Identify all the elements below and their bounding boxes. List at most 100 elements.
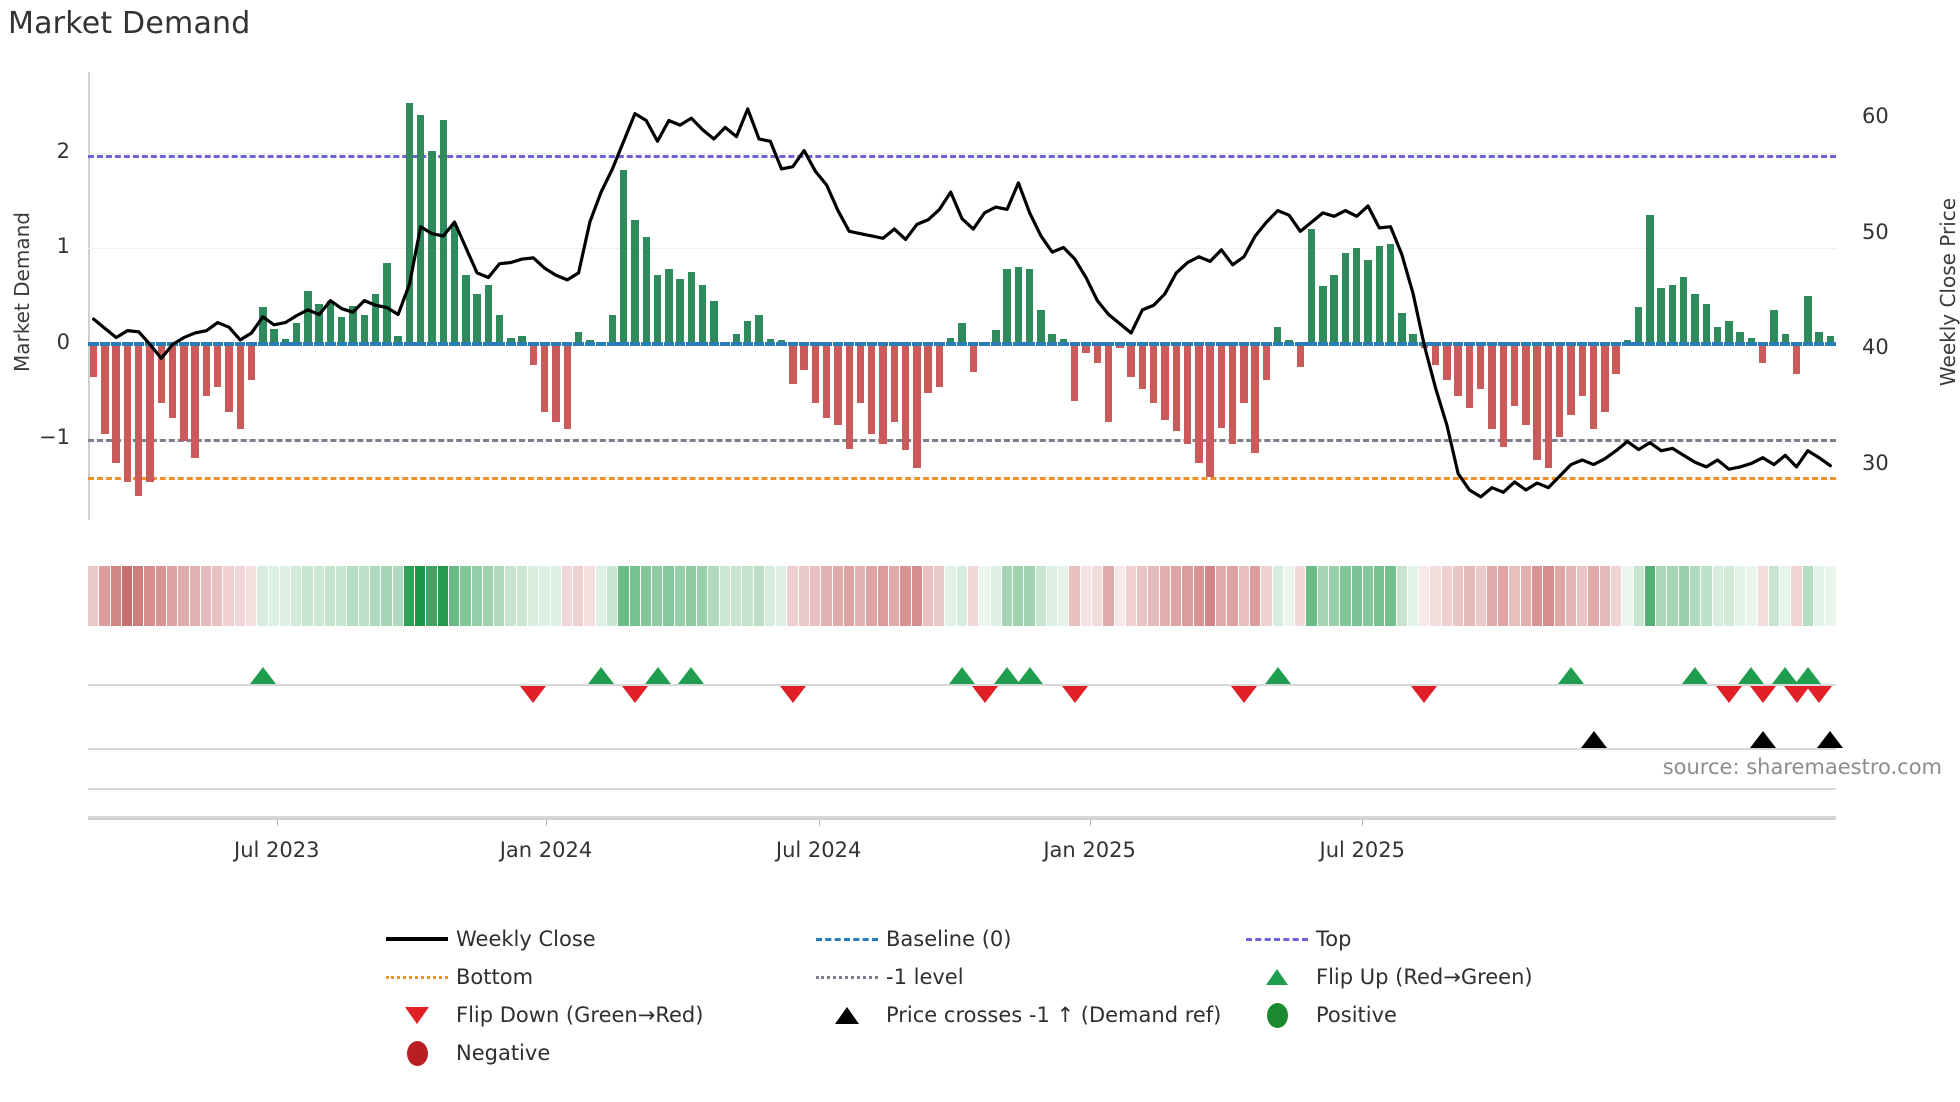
heat-cell xyxy=(1757,566,1769,626)
y-tick-left: 0 xyxy=(56,329,70,354)
baseline-cap xyxy=(111,341,122,346)
heat-cell xyxy=(189,566,201,626)
demand-bar xyxy=(1149,343,1158,403)
demand-bar xyxy=(394,336,402,344)
y-tick-right: 40 xyxy=(1862,335,1889,360)
flip-down-marker xyxy=(621,686,648,703)
baseline-cap xyxy=(1813,341,1825,346)
legend-item[interactable]: Weekly Close xyxy=(380,924,810,954)
baseline-cap xyxy=(1543,341,1554,346)
demand-bar xyxy=(1206,343,1214,478)
heat-cell xyxy=(697,566,709,626)
legend-item[interactable]: Price crosses -1 ↑ (Demand ref) xyxy=(810,1000,1240,1030)
heat-cell xyxy=(1453,566,1465,626)
x-tick-label: Jan 2025 xyxy=(1043,838,1136,862)
demand-bar xyxy=(495,315,504,344)
legend-item[interactable]: Flip Down (Green→Red) xyxy=(380,1000,810,1030)
y-tick-right: 50 xyxy=(1862,219,1889,244)
top-dash-icon xyxy=(1246,937,1308,941)
demand-bar xyxy=(710,300,718,344)
demand-bar xyxy=(732,334,741,344)
baseline-cap xyxy=(189,341,201,346)
demand-bar xyxy=(292,322,301,344)
heat-cell xyxy=(1498,566,1510,626)
heat-cell xyxy=(1610,566,1623,626)
demand-bar xyxy=(856,343,865,403)
demand-bar xyxy=(1657,288,1665,344)
heat-cell xyxy=(1802,566,1815,626)
baseline-cap xyxy=(562,341,573,346)
legend-item[interactable]: Top xyxy=(1240,924,1670,954)
demand-bar xyxy=(1544,343,1553,468)
baseline-cap xyxy=(866,341,877,346)
baseline-cap xyxy=(1667,341,1678,346)
heat-cell xyxy=(1678,566,1690,626)
demand-bar xyxy=(1104,343,1113,422)
heat-cell xyxy=(1261,566,1273,626)
baseline-cap xyxy=(1374,341,1385,346)
baseline-cap xyxy=(889,341,900,346)
baseline-cap xyxy=(934,341,945,346)
legend-label: Top xyxy=(1316,927,1352,951)
baseline-cap xyxy=(1701,341,1712,346)
x-axis-spine xyxy=(88,818,1836,820)
baseline-cap xyxy=(1610,341,1622,346)
heat-cell xyxy=(877,566,889,626)
reference-line-bottom xyxy=(88,477,1836,481)
demand-bar xyxy=(1228,343,1237,444)
baseline-cap xyxy=(392,341,404,346)
demand-bar xyxy=(518,336,526,344)
heat-cell xyxy=(1182,566,1194,626)
legend-label: Positive xyxy=(1316,1003,1397,1027)
baseline-cap xyxy=(246,341,257,346)
heat-cell xyxy=(516,566,528,626)
demand-bar xyxy=(800,343,808,371)
x-tick-mark xyxy=(276,818,278,826)
demand-bar xyxy=(484,284,493,344)
baseline-cap xyxy=(753,341,765,346)
marker-rule-cross xyxy=(88,748,1836,750)
baseline-cap xyxy=(1283,341,1295,346)
y-tick-right: 60 xyxy=(1862,104,1889,129)
x-tick-label: Jul 2023 xyxy=(234,838,320,862)
heat-cell xyxy=(956,566,968,626)
demand-bar xyxy=(1758,343,1767,363)
heat-cell xyxy=(1814,566,1826,626)
heat-cell xyxy=(1791,566,1803,626)
demand-bar xyxy=(112,343,120,463)
x-tick-label: Jul 2025 xyxy=(1319,838,1406,862)
heat-cell xyxy=(708,566,720,626)
heat-cell xyxy=(358,566,371,626)
plot-area xyxy=(88,72,1836,520)
legend-item[interactable]: Negative xyxy=(380,1038,810,1068)
heat-cell xyxy=(370,566,382,626)
baseline-cap xyxy=(347,341,359,346)
heat-cell xyxy=(922,566,935,626)
legend-item[interactable]: Baseline (0) xyxy=(810,924,1240,954)
baseline-cap xyxy=(1295,341,1306,346)
flip-up-marker xyxy=(1682,667,1709,684)
legend-item[interactable]: Bottom xyxy=(380,962,810,992)
demand-bar xyxy=(958,322,966,344)
demand-bar xyxy=(868,343,876,435)
heat-cell xyxy=(166,566,179,626)
legend-item[interactable]: Flip Up (Red→Green) xyxy=(1240,962,1670,992)
demand-bar xyxy=(1612,343,1620,375)
demand-bar xyxy=(1409,334,1417,344)
heat-cell xyxy=(1024,566,1036,626)
baseline-cap xyxy=(1058,341,1069,346)
reference-line-top xyxy=(88,154,1836,158)
flip-down-marker xyxy=(1230,686,1257,703)
legend-item[interactable]: -1 level xyxy=(810,962,1240,992)
baseline-cap xyxy=(1656,341,1667,346)
baseline-cap xyxy=(1351,341,1362,346)
heat-cell xyxy=(719,566,732,626)
y-tick-left: 1 xyxy=(56,234,70,259)
heat-cell xyxy=(121,566,134,626)
heat-cell xyxy=(652,566,664,626)
demand-bar xyxy=(766,338,774,344)
baseline-cap xyxy=(325,341,336,346)
legend-item[interactable]: Positive xyxy=(1240,1000,1670,1030)
baseline-cap xyxy=(1689,341,1701,346)
baseline-cap xyxy=(1182,341,1193,346)
